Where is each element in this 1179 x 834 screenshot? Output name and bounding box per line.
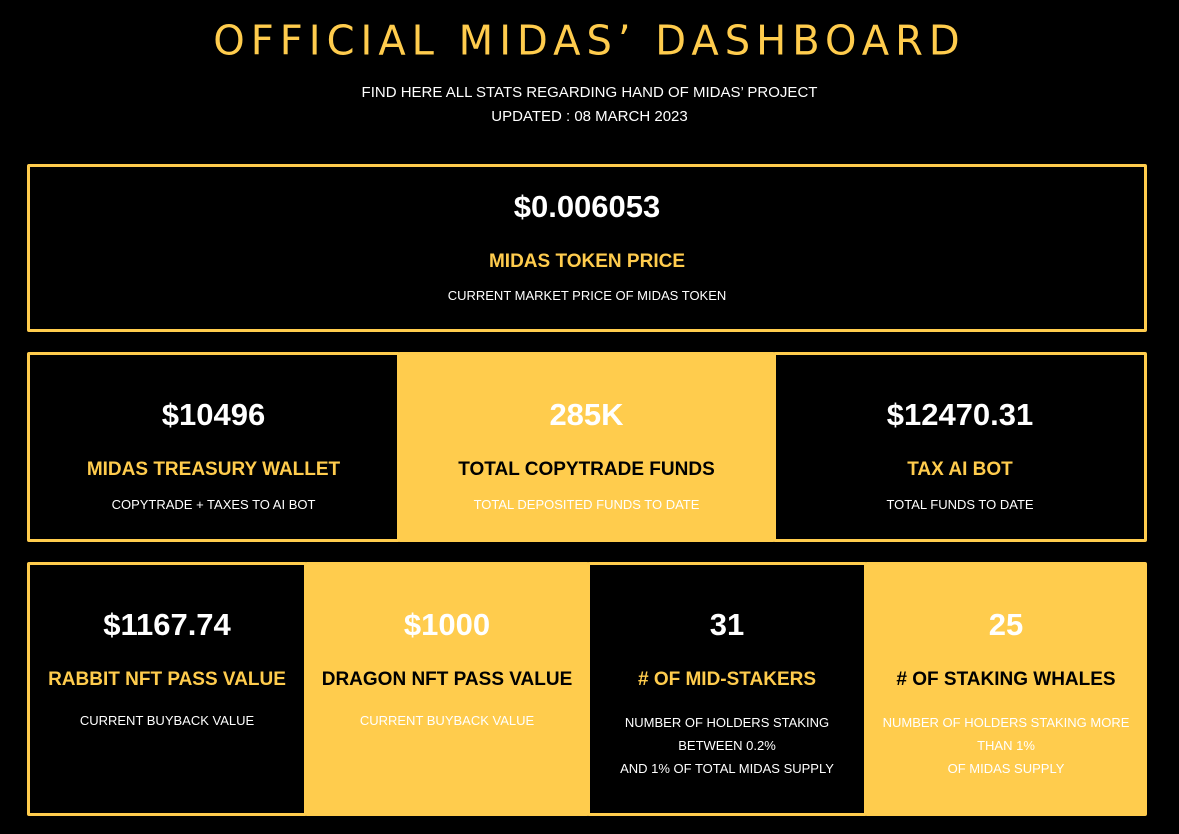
staking-whales-desc-line1: NUMBER OF HOLDERS STAKING MORE xyxy=(882,715,1130,730)
mid-stakers-card: 31 # OF MID-STAKERS NUMBER OF HOLDERS ST… xyxy=(587,562,867,816)
rabbit-nft-label: RABBIT NFT PASS VALUE xyxy=(48,669,286,690)
token-price-label: MIDAS TOKEN PRICE xyxy=(488,251,685,272)
tax-ai-bot-card: $12470.31 TAX AI BOT TOTAL FUNDS TO DATE xyxy=(773,352,1147,542)
staking-whales-label: # OF STAKING WHALES xyxy=(896,669,1116,690)
rabbit-nft-card: $1167.74 RABBIT NFT PASS VALUE CURRENT B… xyxy=(27,562,307,816)
mid-stakers-label: # OF MID-STAKERS xyxy=(637,669,817,690)
token-price-value: $0.006053 xyxy=(513,189,661,224)
copytrade-funds-value: 285K xyxy=(549,397,624,432)
copytrade-funds-card: 285K TOTAL COPYTRADE FUNDS TOTAL DEPOSIT… xyxy=(398,352,775,542)
staking-whales-value: 25 xyxy=(988,607,1024,642)
staking-whales-desc-line3: OF MIDAS SUPPLY xyxy=(947,761,1065,776)
treasury-wallet-desc: COPYTRADE + TAXES TO AI BOT xyxy=(111,497,316,512)
dragon-nft-value: $1000 xyxy=(403,607,491,642)
staking-whales-card: 25 # OF STAKING WHALES NUMBER OF HOLDERS… xyxy=(865,562,1147,816)
copytrade-funds-desc: TOTAL DEPOSITED FUNDS TO DATE xyxy=(473,497,700,512)
page-subtitle: FIND HERE ALL STATS REGARDING HAND OF MI… xyxy=(361,84,818,101)
copytrade-funds-label: TOTAL COPYTRADE FUNDS xyxy=(458,459,715,480)
token-price-desc: CURRENT MARKET PRICE OF MIDAS TOKEN xyxy=(447,288,727,303)
treasury-wallet-label: MIDAS TREASURY WALLET xyxy=(86,459,341,480)
staking-whales-desc-line2: THAN 1% xyxy=(977,738,1035,753)
dragon-nft-card: $1000 DRAGON NFT PASS VALUE CURRENT BUYB… xyxy=(305,562,589,816)
rabbit-nft-desc: CURRENT BUYBACK VALUE xyxy=(79,713,255,728)
updated-date: UPDATED : 08 MARCH 2023 xyxy=(491,108,688,125)
dragon-nft-label: DRAGON NFT PASS VALUE xyxy=(321,669,573,690)
treasury-wallet-card: $10496 MIDAS TREASURY WALLET COPYTRADE +… xyxy=(27,352,400,542)
rabbit-nft-value: $1167.74 xyxy=(103,607,231,642)
page-title: OFFICIAL MIDAS’ DASHBOARD xyxy=(213,17,966,65)
tax-ai-bot-label: TAX AI BOT xyxy=(907,459,1013,480)
tax-ai-bot-value: $12470.31 xyxy=(886,397,1034,432)
mid-stakers-value: 31 xyxy=(709,607,745,642)
dragon-nft-desc: CURRENT BUYBACK VALUE xyxy=(359,713,535,728)
treasury-wallet-value: $10496 xyxy=(161,397,266,432)
mid-stakers-desc-line1: NUMBER OF HOLDERS STAKING xyxy=(624,715,830,730)
tax-ai-bot-desc: TOTAL FUNDS TO DATE xyxy=(886,497,1034,512)
token-price-card: $0.006053 MIDAS TOKEN PRICE CURRENT MARK… xyxy=(27,164,1147,332)
mid-stakers-desc-line2: BETWEEN 0.2% xyxy=(678,738,776,753)
mid-stakers-desc-line3: AND 1% OF TOTAL MIDAS SUPPLY xyxy=(620,761,834,776)
